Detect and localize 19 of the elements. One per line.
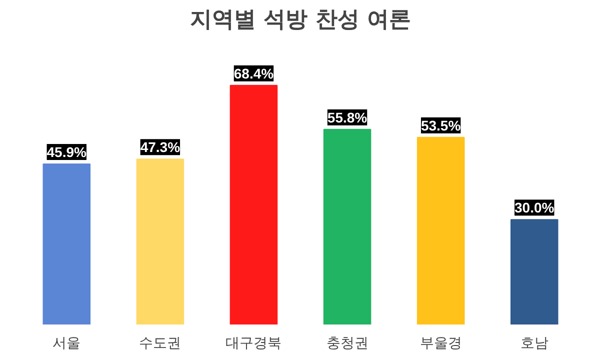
bar xyxy=(230,84,278,324)
x-tick-label: 수도권 xyxy=(139,336,182,352)
x-tick-label: 호남 xyxy=(520,336,548,352)
data-label: 53.5% xyxy=(420,117,462,134)
bar xyxy=(136,158,184,324)
data-label: 55.8% xyxy=(327,109,368,126)
data-label: 47.3% xyxy=(140,139,181,156)
x-tick-label: 대구경북 xyxy=(226,336,282,352)
bar xyxy=(323,128,372,324)
x-tick-label: 서울 xyxy=(52,336,81,352)
data-label: 68.4% xyxy=(234,65,274,82)
x-tick-label: 충청권 xyxy=(326,336,368,352)
x-tick-label: 부울경 xyxy=(420,336,462,352)
chart-title: 지역별 석방 찬성 여론 xyxy=(190,8,411,32)
bar xyxy=(416,136,465,324)
bar xyxy=(42,164,91,324)
data-label: 30.0% xyxy=(514,200,555,216)
data-label: 45.9% xyxy=(46,144,88,160)
bar xyxy=(510,219,558,324)
